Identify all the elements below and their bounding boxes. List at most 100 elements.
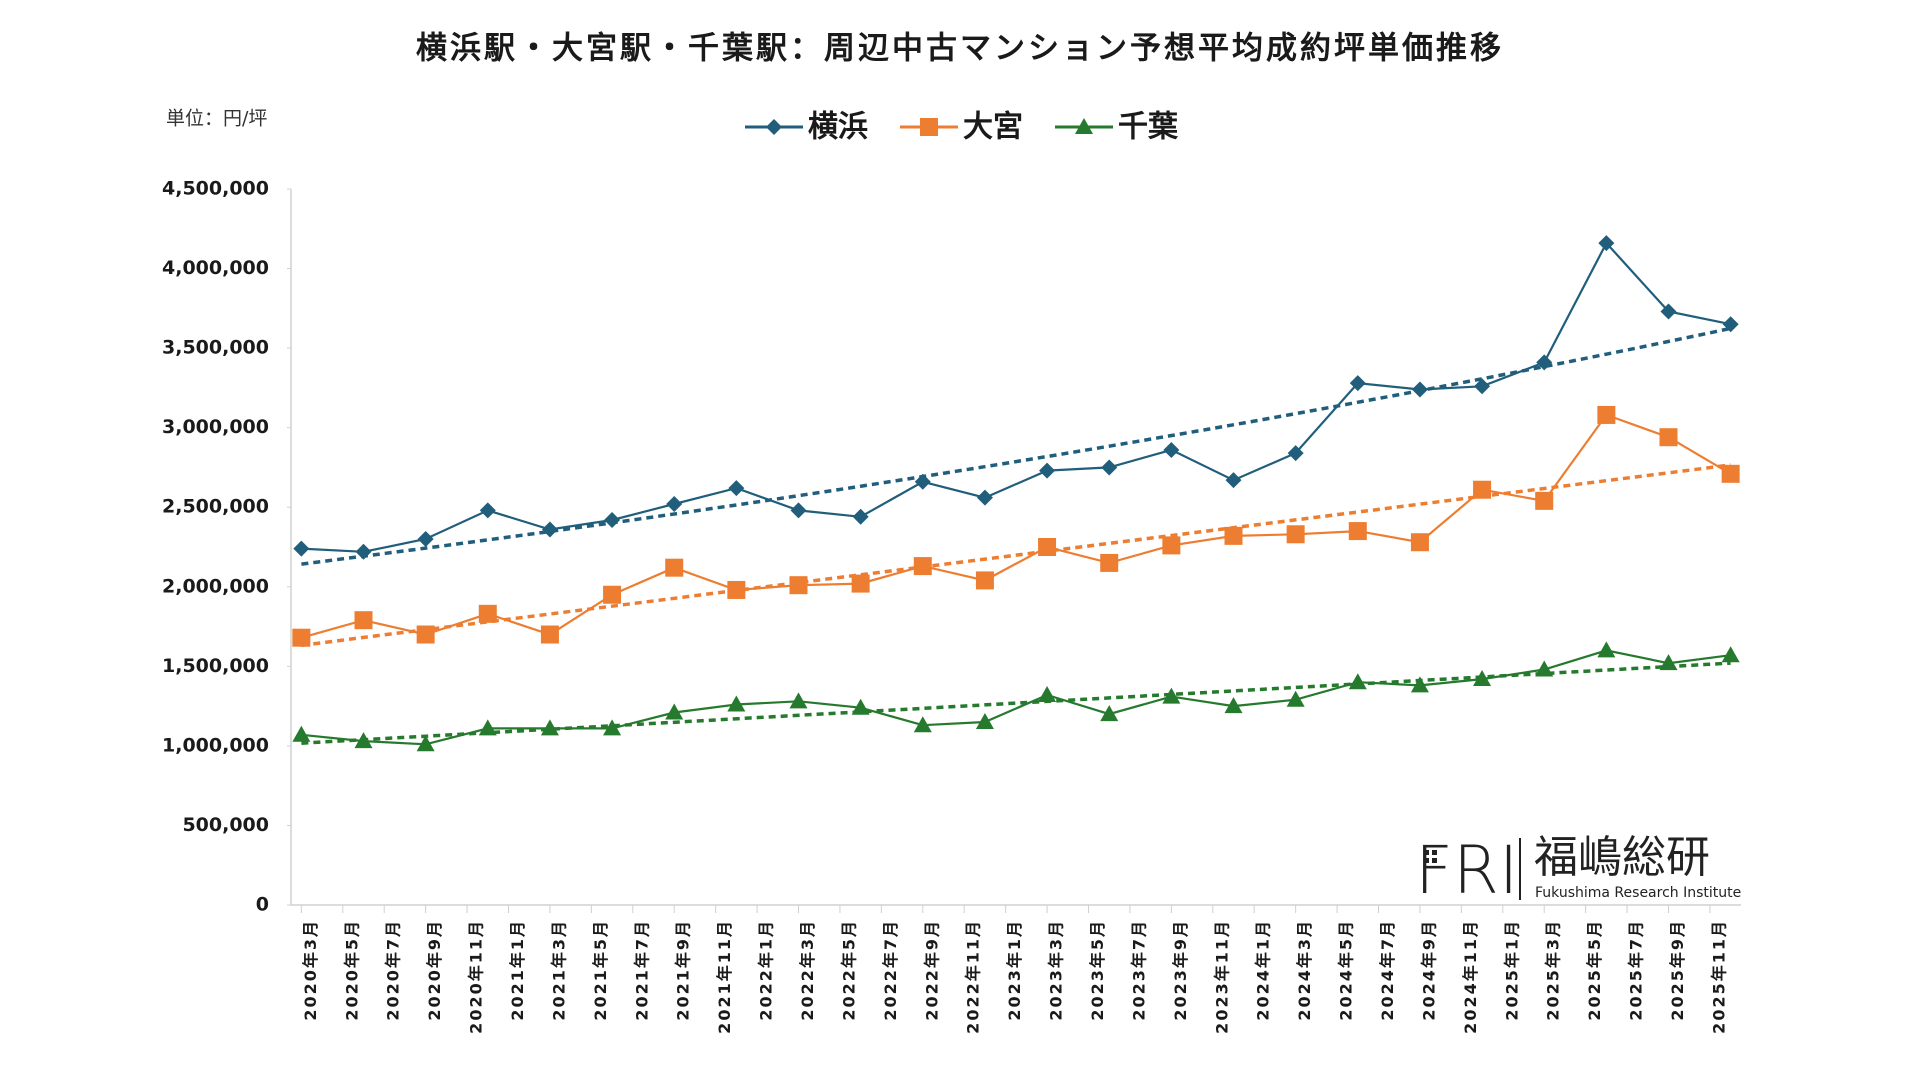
x-tick-label: 2020年9月	[425, 919, 444, 1021]
y-tick-label: 1,000,000	[162, 734, 269, 756]
x-tick-label: 2021年3月	[549, 919, 568, 1021]
point	[1100, 705, 1119, 722]
legend: 横浜 大宮 千葉	[745, 110, 1179, 145]
point	[1410, 676, 1429, 693]
y-tick-label: 2,500,000	[162, 496, 269, 518]
x-tick-label: 2024年9月	[1419, 919, 1438, 1021]
y-tick-label: 2,000,000	[162, 575, 269, 597]
point	[1100, 553, 1119, 572]
x-tick-label: 2022年7月	[881, 919, 900, 1021]
point	[913, 557, 932, 576]
legend-marker	[920, 118, 938, 136]
point	[790, 502, 807, 519]
point	[1660, 303, 1677, 320]
trendline	[301, 463, 1731, 648]
x-tick-label: 2021年11月	[715, 919, 734, 1034]
x-tick-label: 2025年11月	[1709, 919, 1728, 1034]
x-tick-label: 2024年3月	[1295, 919, 1314, 1021]
point	[1598, 235, 1615, 252]
x-tick-label: 2021年5月	[591, 919, 610, 1021]
point	[1348, 673, 1367, 690]
x-tick-label: 2025年9月	[1668, 919, 1687, 1021]
point	[354, 732, 373, 749]
logo: FRI 福嶋総研 Fukushima Research Institute	[1415, 832, 1741, 909]
point	[975, 571, 994, 590]
point	[666, 496, 683, 513]
line	[301, 241, 1731, 553]
point	[603, 585, 622, 604]
point	[1535, 491, 1554, 510]
point	[1659, 654, 1678, 671]
point	[1287, 445, 1304, 462]
point	[1597, 405, 1616, 424]
point	[1410, 533, 1429, 552]
point	[728, 480, 745, 497]
logo-icon	[1424, 850, 1429, 855]
x-tick-label: 2022年1月	[757, 919, 776, 1021]
point	[1411, 381, 1428, 398]
point	[1224, 697, 1243, 714]
point	[1348, 522, 1367, 541]
x-tick-label: 2020年5月	[342, 919, 361, 1021]
logo-name: 福嶋総研	[1534, 832, 1710, 883]
point	[1224, 526, 1243, 545]
point	[1162, 536, 1181, 555]
y-tick-label: 3,000,000	[162, 416, 269, 438]
logo-english: Fukushima Research Institute	[1535, 885, 1741, 901]
point	[1349, 375, 1366, 392]
point	[292, 725, 311, 742]
y-tick-label: 4,000,000	[162, 257, 269, 279]
point	[1535, 660, 1554, 677]
y-tick-label: 500,000	[182, 814, 269, 836]
x-tick-label: 2021年9月	[674, 919, 693, 1021]
point	[913, 716, 932, 733]
point	[479, 502, 496, 519]
series	[292, 641, 1740, 752]
unit-label: 単位：円/坪	[166, 108, 267, 130]
point	[293, 540, 310, 557]
point	[789, 692, 808, 709]
trendline	[301, 661, 1731, 745]
y-tick-label: 4,500,000	[162, 178, 269, 200]
point	[851, 698, 870, 715]
legend-label: 千葉	[1118, 110, 1179, 145]
point	[1659, 428, 1678, 447]
y-tick-label: 1,500,000	[162, 655, 269, 677]
x-tick-label: 2025年3月	[1544, 919, 1563, 1021]
x-tick-label: 2024年1月	[1254, 919, 1273, 1021]
x-tick-label: 2023年11月	[1212, 919, 1231, 1034]
x-tick-label: 2024年11月	[1461, 919, 1480, 1034]
x-tick-label: 2020年7月	[384, 919, 403, 1021]
point	[1721, 464, 1740, 483]
x-tick-label: 2022年11月	[964, 919, 983, 1034]
point	[914, 473, 931, 490]
point	[1162, 687, 1181, 704]
point	[665, 558, 684, 577]
point	[1038, 685, 1057, 702]
point	[540, 625, 559, 644]
point	[355, 543, 372, 560]
point	[540, 719, 559, 736]
series	[292, 405, 1740, 648]
legend-label: 横浜	[808, 110, 868, 145]
point	[1286, 690, 1305, 707]
trendline	[301, 326, 1731, 566]
point	[1473, 480, 1492, 499]
point	[416, 735, 435, 752]
point	[1721, 646, 1740, 663]
point	[1722, 316, 1739, 333]
point	[1039, 462, 1056, 479]
x-tick-label: 2023年1月	[1005, 919, 1024, 1021]
point	[976, 489, 993, 506]
point	[727, 695, 746, 712]
x-tick-label: 2023年9月	[1171, 919, 1190, 1021]
x-tick-label: 2020年3月	[301, 919, 320, 1021]
point	[603, 719, 622, 736]
x-tick-label: 2021年1月	[508, 919, 527, 1021]
x-tick-label: 2023年3月	[1047, 919, 1066, 1021]
legend-label: 大宮	[963, 110, 1023, 145]
legend-marker	[1075, 118, 1093, 134]
point	[1225, 472, 1242, 489]
point	[604, 511, 621, 528]
